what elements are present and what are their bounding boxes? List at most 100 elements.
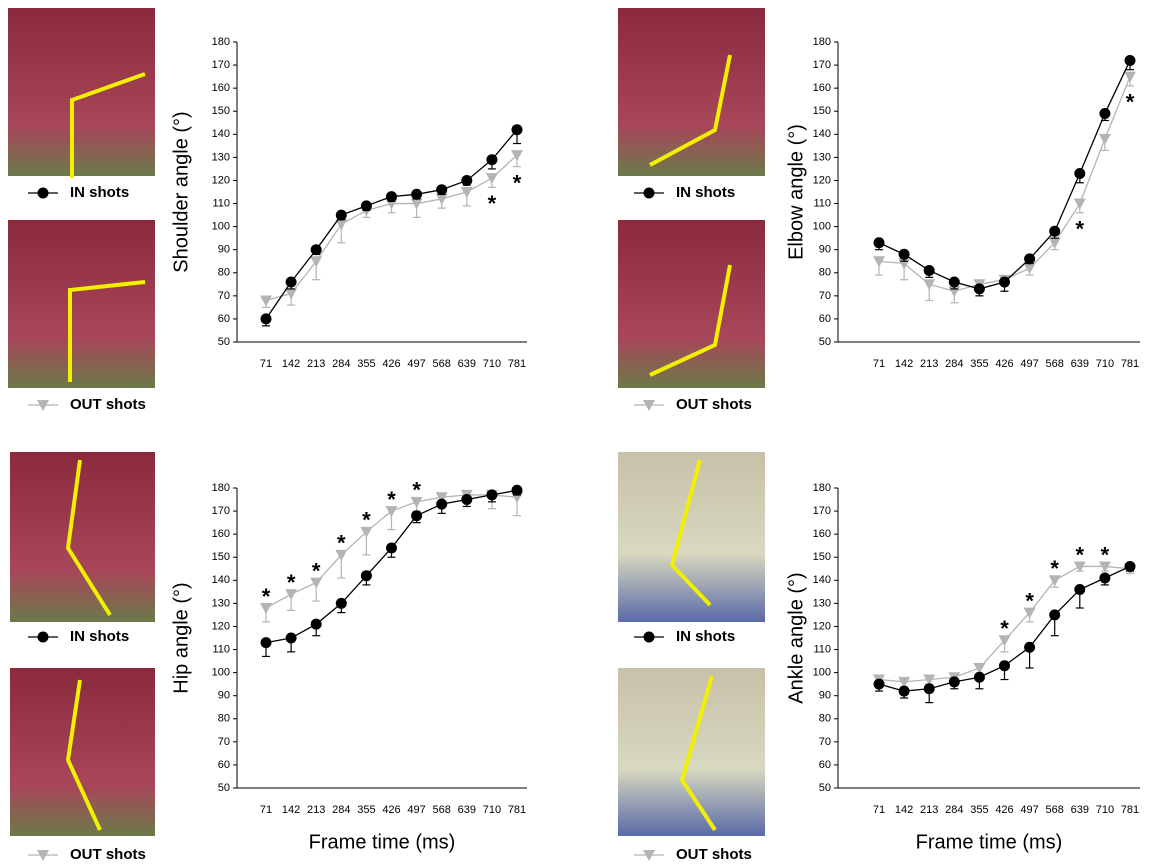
x-tick-label: 568 [1046,804,1064,816]
y-tick-label: 180 [212,482,230,494]
y-tick-label: 80 [819,267,831,279]
x-tick-label: 781 [1121,804,1139,816]
point [512,124,523,135]
point [999,277,1010,288]
x-tick-label: 639 [458,804,476,816]
point [261,313,272,324]
point [924,683,935,694]
point [286,633,297,644]
point [486,489,497,500]
y-tick-label: 50 [819,782,831,794]
point [999,660,1010,671]
x-tick-label: 639 [1071,804,1089,816]
x-tick-label: 142 [282,804,300,816]
series-line [879,60,1130,288]
y-tick-label: 70 [218,736,230,748]
y-tick-label: 60 [819,759,831,771]
point [386,543,397,554]
y-tick-label: 160 [212,528,230,540]
legend-label: IN shots [70,628,129,645]
y-tick-label: 140 [813,128,831,140]
significance-marker: * [1101,542,1110,567]
x-tick-label: 497 [407,804,425,816]
point [1124,72,1136,83]
y-tick-label: 100 [813,667,831,679]
y-tick-label: 70 [819,736,831,748]
point [1074,168,1085,179]
point [974,672,985,683]
point [1024,642,1035,653]
x-tick-label: 426 [382,358,400,370]
x-tick-label: 355 [970,358,988,370]
point [436,184,447,195]
x-tick-label: 142 [282,358,300,370]
y-tick-label: 100 [212,667,230,679]
point [411,510,422,521]
x-tick-label: 284 [945,358,963,370]
point [386,191,397,202]
point [336,598,347,609]
x-tick-label: 710 [1096,804,1114,816]
y-tick-label: 160 [212,82,230,94]
significance-marker: * [1025,588,1034,613]
y-tick-label: 140 [212,574,230,586]
x-tick-label: 710 [483,358,501,370]
x-tick-label: 568 [433,358,451,370]
point [461,175,472,186]
point [874,679,885,690]
point [311,244,322,255]
x-tick-label: 355 [357,804,375,816]
y-tick-label: 150 [212,551,230,563]
y-tick-label: 130 [813,597,831,609]
significance-marker: * [1000,616,1009,641]
point [1125,55,1136,66]
y-tick-label: 90 [218,690,230,702]
y-tick-label: 160 [813,528,831,540]
y-tick-label: 100 [813,221,831,233]
y-tick-label: 120 [212,174,230,186]
y-tick-label: 120 [813,620,831,632]
x-tick-label: 284 [332,358,350,370]
significance-marker: * [262,584,271,609]
point [311,619,322,630]
y-tick-label: 50 [218,336,230,348]
y-tick-label: 130 [212,151,230,163]
y-tick-label: 150 [813,551,831,563]
y-tick-label: 130 [813,151,831,163]
photo [618,452,765,622]
photo [618,8,765,176]
y-tick-label: 130 [212,597,230,609]
point [1099,108,1110,119]
point [874,237,885,248]
y-tick-label: 90 [218,244,230,256]
x-tick-label: 497 [1020,358,1038,370]
x-tick-label: 71 [260,358,272,370]
y-tick-label: 150 [212,105,230,117]
x-tick-label: 355 [970,804,988,816]
point [899,686,910,697]
x-tick-label: 781 [508,804,526,816]
photo [8,220,155,388]
significance-marker: * [1076,542,1085,567]
y-tick-label: 180 [212,36,230,48]
y-tick-label: 170 [212,59,230,71]
y-tick-label: 110 [212,197,230,209]
point [361,200,372,211]
x-tick-label: 213 [920,358,938,370]
y-tick-label: 100 [212,221,230,233]
y-tick-label: 70 [218,290,230,302]
significance-marker: * [412,478,421,503]
photo [8,8,155,176]
significance-marker: * [387,487,396,512]
photo [10,452,155,622]
point [336,210,347,221]
point [1125,561,1136,572]
y-tick-label: 140 [813,574,831,586]
x-tick-label: 426 [995,804,1013,816]
point [286,277,297,288]
x-tick-label: 71 [260,804,272,816]
x-tick-label: 568 [1046,358,1064,370]
point [949,277,960,288]
significance-marker: * [1126,90,1135,115]
point [1024,253,1035,264]
